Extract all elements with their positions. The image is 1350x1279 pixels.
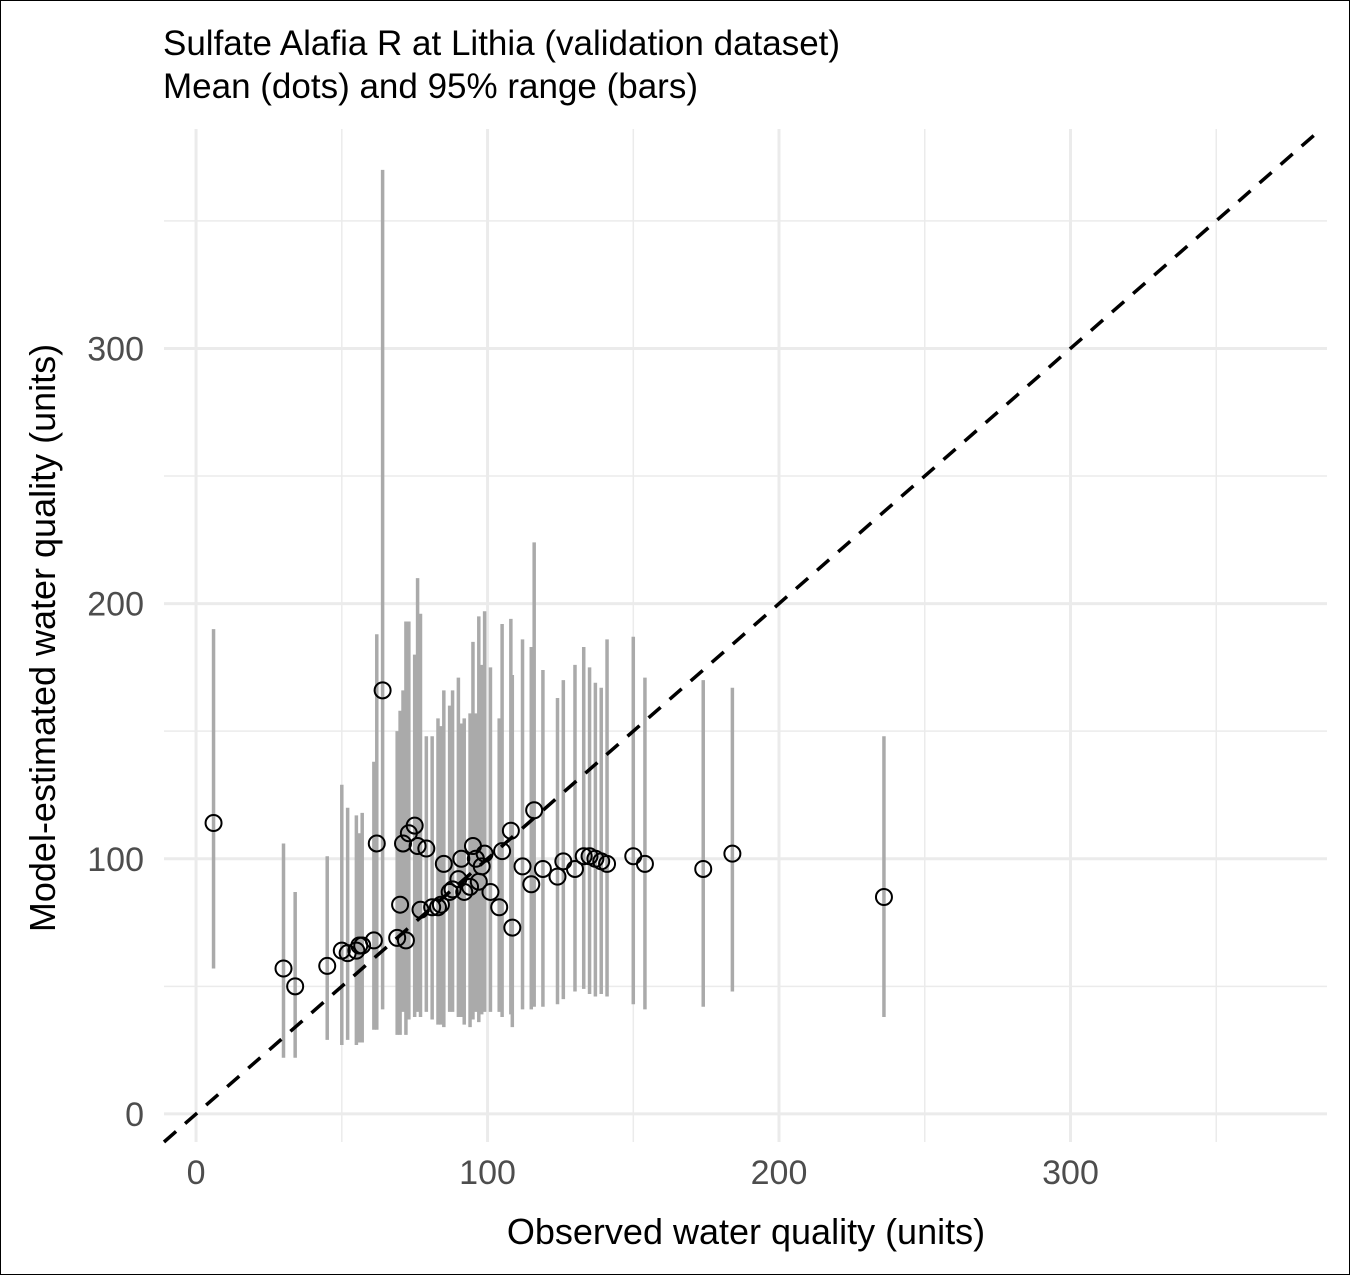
mean-point — [411, 900, 430, 919]
chart-subtitle: Mean (dots) and 95% range (bars) — [163, 67, 698, 106]
mean-points — [204, 681, 893, 996]
mean-point — [490, 898, 509, 917]
mean-point — [501, 821, 520, 840]
mean-point — [286, 977, 305, 996]
mean-point — [408, 837, 427, 856]
mean-point — [493, 842, 512, 861]
mean-point — [405, 816, 424, 835]
tick-labels: 0 100 200 300 0 100 200 300 — [87, 330, 1099, 1192]
mean-point — [452, 849, 471, 868]
mean-point — [525, 801, 544, 820]
mean-point — [481, 882, 500, 901]
mean-point — [513, 857, 532, 876]
mean-point — [353, 936, 372, 955]
chart-title: Sulfate Alafia R at Lithia (validation d… — [163, 24, 840, 63]
mean-point — [417, 839, 436, 858]
mean-point — [391, 895, 410, 914]
mean-point — [455, 882, 474, 901]
mean-point — [472, 857, 491, 876]
y-tick-label: 0 — [125, 1096, 144, 1134]
y-tick-label: 200 — [87, 586, 144, 624]
mean-point — [548, 867, 567, 886]
y-tick-label: 100 — [87, 841, 144, 879]
x-tick-label: 100 — [459, 1154, 516, 1192]
mean-point — [428, 898, 447, 917]
mean-point — [423, 898, 442, 917]
mean-point — [874, 888, 893, 907]
x-tick-label: 200 — [751, 1154, 808, 1192]
mean-point — [522, 875, 541, 894]
mean-point — [396, 931, 415, 950]
mean-point — [373, 681, 392, 700]
mean-point — [367, 834, 386, 853]
x-tick-label: 0 — [187, 1154, 206, 1192]
mean-point — [574, 847, 593, 866]
x-axis-label: Observed water quality (units) — [507, 1211, 985, 1252]
mean-point — [635, 854, 654, 873]
mean-point — [461, 877, 480, 896]
mean-point — [694, 859, 713, 878]
mean-point — [533, 859, 552, 878]
mean-point — [440, 882, 459, 901]
mean-point — [204, 814, 223, 833]
grid-lines — [164, 129, 1327, 1142]
one-to-one-reference-line — [162, 127, 1323, 1144]
mean-point — [565, 859, 584, 878]
mean-point — [475, 844, 494, 863]
mean-point — [274, 959, 293, 978]
mean-point — [598, 854, 617, 873]
y-tick-label: 300 — [87, 330, 144, 368]
mean-point — [431, 895, 450, 914]
mean-point — [388, 928, 407, 947]
mean-point — [364, 931, 383, 950]
y-axis-label: Model-estimated water quality (units) — [22, 344, 63, 932]
mean-point — [723, 844, 742, 863]
mean-point — [503, 918, 522, 937]
mean-point — [443, 880, 462, 899]
range-bars — [211, 169, 886, 1058]
mean-point — [434, 854, 453, 873]
x-tick-label: 300 — [1042, 1154, 1099, 1192]
mean-point — [318, 956, 337, 975]
